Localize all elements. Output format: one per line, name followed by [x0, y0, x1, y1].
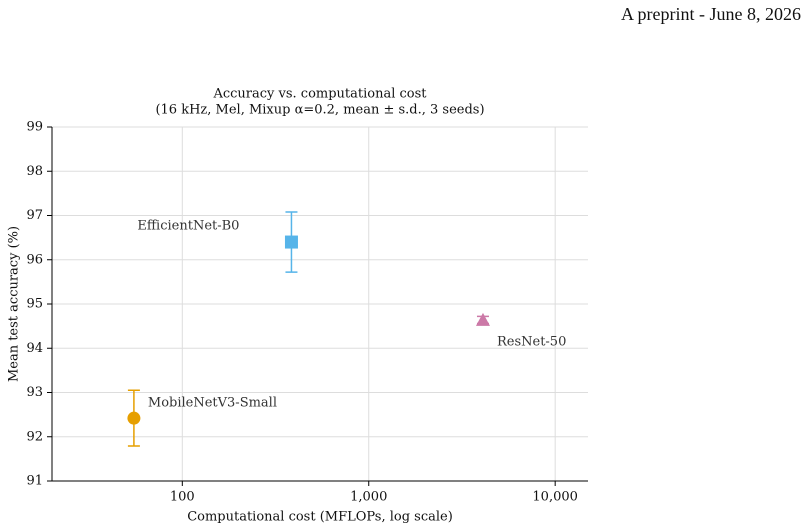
x-axis-label: Computational cost (MFLOPs, log scale)	[187, 510, 453, 525]
x-tick-label: 100	[170, 490, 195, 505]
y-tick-label: 92	[26, 429, 43, 444]
page-header: A preprint - June 8, 2026	[621, 4, 801, 24]
y-tick-label: 99	[26, 120, 43, 135]
y-tick-label: 91	[26, 474, 43, 489]
chart-subtitle: (16 kHz, Mel, Mixup α=0.2, mean ± s.d., …	[155, 103, 484, 118]
point-label: EfficientNet-B0	[137, 219, 239, 234]
x-tick-label: 10,000	[532, 490, 578, 505]
y-tick-label: 98	[26, 164, 43, 179]
point-label: MobileNetV3-Small	[148, 396, 277, 411]
chart-title: Accuracy vs. computational cost	[212, 87, 427, 102]
y-tick-label: 93	[26, 385, 43, 400]
y-axis-label: Mean test accuracy (%)	[7, 226, 22, 382]
y-tick-label: 97	[26, 208, 43, 223]
x-tick-label: 1,000	[350, 490, 387, 505]
point	[127, 411, 141, 425]
y-tick-label: 94	[26, 341, 43, 356]
point	[284, 235, 298, 249]
point-label: ResNet-50	[497, 334, 566, 349]
point	[475, 312, 490, 326]
y-tick-label: 95	[26, 297, 43, 312]
y-tick-label: 96	[26, 252, 43, 267]
